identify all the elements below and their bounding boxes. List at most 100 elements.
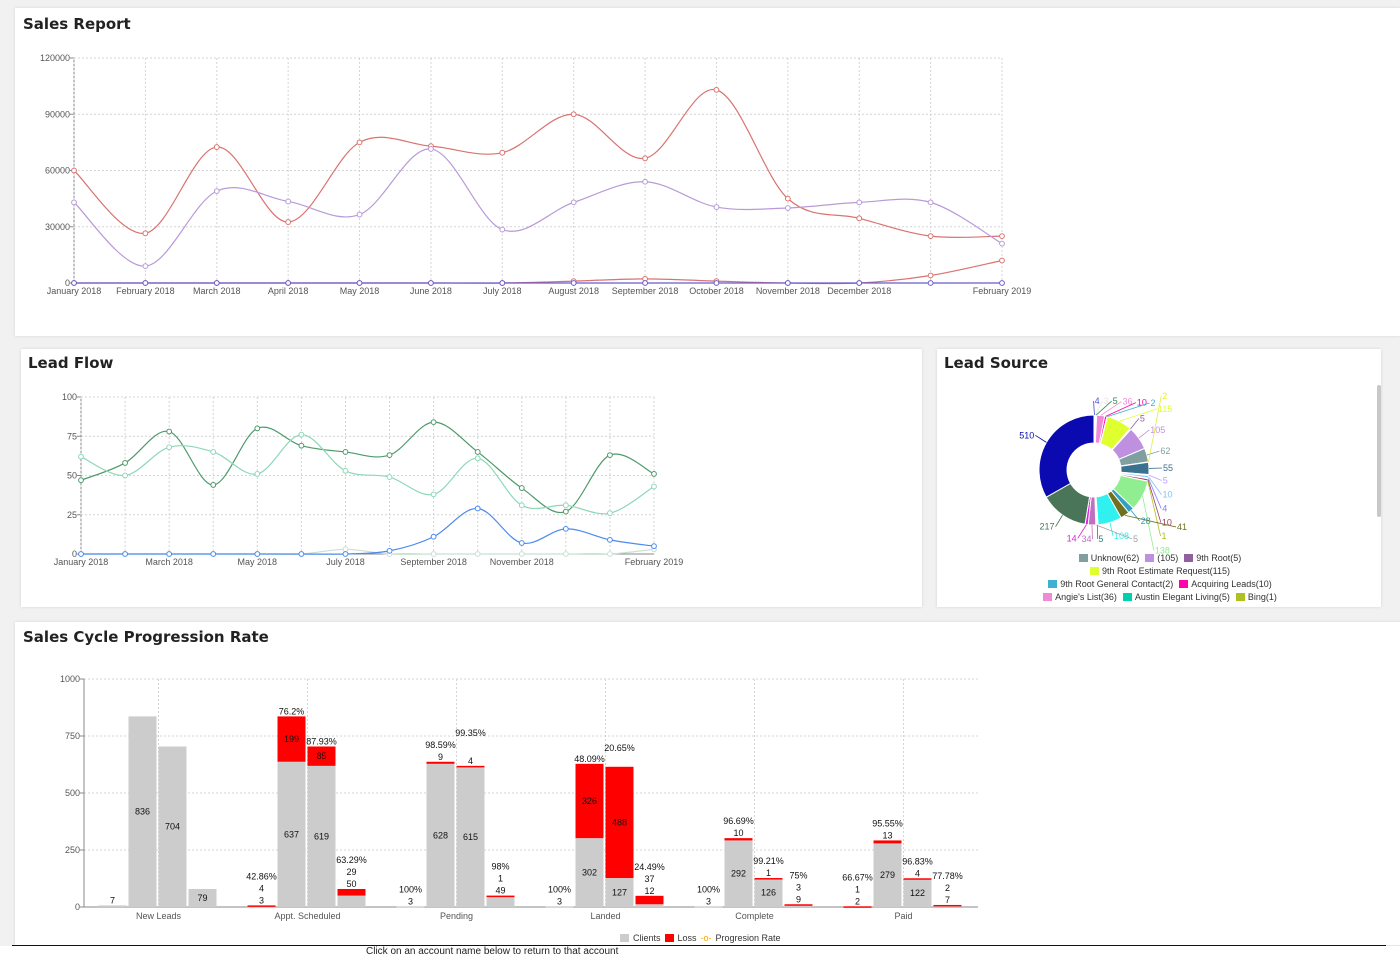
data-point (499, 280, 506, 286)
loss-bar (903, 878, 932, 880)
y-tick-label: 30000 (45, 222, 70, 232)
data-point (499, 149, 506, 156)
legend-label: Austin Elegant Living(5) (1134, 591, 1230, 602)
rate-line-icon: -o- (700, 933, 712, 943)
data-point (474, 551, 481, 557)
y-tick-label: 1000 (60, 674, 80, 684)
legend-loss[interactable]: Loss (677, 933, 697, 943)
x-tick-label: Appt. Scheduled (274, 911, 340, 921)
data-point (562, 525, 569, 532)
data-point (142, 230, 149, 237)
loss-bar (635, 895, 664, 905)
slice-leader (1035, 434, 1047, 443)
rate-label: 75% (789, 870, 807, 880)
x-tick-label: April 2018 (268, 286, 309, 296)
legend-rate[interactable]: Progresion Rate (715, 933, 781, 943)
loss-bar (307, 746, 336, 766)
slice-leader (1138, 429, 1150, 439)
clients-value: 836 (135, 807, 150, 817)
sales-cycle-panel (15, 622, 1400, 945)
clients-bar (158, 746, 187, 907)
loss-bar (843, 906, 872, 908)
legend-item[interactable]: (105) (1145, 553, 1178, 563)
slice-leader (1148, 476, 1162, 495)
slice-leader (1148, 474, 1162, 481)
slice-leader (1093, 400, 1095, 416)
legend-item[interactable]: Unknow(62) (1078, 553, 1139, 563)
loss-value: 29 (346, 867, 356, 877)
data-point (166, 444, 173, 451)
data-point (570, 111, 577, 118)
clients-value: 3 (408, 896, 413, 906)
data-point (518, 502, 525, 509)
loss-value: 1 (766, 868, 771, 878)
legend-item[interactable]: 9th Root Estimate Request(115) (1090, 566, 1230, 576)
series-line (81, 507, 655, 555)
legend-item[interactable]: Austin Elegant Living(5) (1122, 591, 1230, 602)
series-line (80, 434, 655, 515)
loss-value: 10 (733, 828, 743, 838)
slice-leader (1077, 524, 1087, 539)
rate-label: 100% (548, 884, 571, 894)
clients-value: 3 (259, 895, 264, 905)
data-point (999, 280, 1005, 286)
legend-clients[interactable]: Clients (633, 933, 661, 943)
slice-label: 5 (1113, 396, 1118, 406)
x-tick-label: Paid (894, 911, 912, 921)
clients-value: 3 (557, 896, 562, 906)
slice-leader (1096, 524, 1133, 540)
slice-leader (1147, 481, 1161, 537)
legend-swatch (1179, 579, 1189, 588)
legend-item[interactable]: Angie's List(36) (1043, 592, 1117, 602)
slice-leader (1109, 522, 1114, 537)
slice-label: 138 (1155, 545, 1170, 555)
slice-label: 105 (1150, 425, 1165, 435)
y-tick-label: 25 (67, 510, 77, 520)
legend-swatch (1043, 592, 1053, 601)
clients-bar (754, 878, 783, 907)
y-tick-label: 100 (62, 392, 77, 402)
loss-value: 488 (612, 817, 627, 827)
footer: Click on an account name below to return… (0, 946, 1400, 963)
loss-value: 1 (498, 874, 503, 884)
slice-leader (1130, 510, 1140, 522)
data-point (71, 199, 77, 206)
lead-source-title: Lead Source (944, 354, 1049, 372)
loss-swatch (664, 934, 674, 942)
data-point (607, 510, 613, 517)
series-line (73, 148, 1003, 267)
clients-value: 2 (855, 896, 860, 906)
rate-label: 98.59% (425, 740, 456, 750)
rate-label: 99.35% (455, 728, 486, 738)
clients-bar (575, 838, 604, 907)
data-point (999, 240, 1005, 247)
rate-label: 76.2% (279, 706, 305, 716)
slice-label: 5 (1133, 534, 1138, 544)
sales-cycle-legend: Clients Loss -o- Progresion Rate (620, 933, 781, 943)
lead-source-scrollbar[interactable] (1377, 385, 1381, 517)
clients-bar (724, 840, 753, 907)
legend-item[interactable]: Acquiring Leads(10) (1179, 579, 1272, 589)
data-point (642, 155, 648, 162)
clients-value: 9 (796, 894, 801, 904)
data-point (430, 419, 437, 426)
legend-item[interactable]: 9th Root(5) (1184, 553, 1241, 563)
data-point (386, 474, 393, 480)
x-tick-label: February 2018 (116, 286, 175, 296)
data-point (562, 508, 569, 515)
data-point (166, 551, 173, 557)
rate-label: 96.69% (723, 816, 754, 826)
rate-label: 20.65% (604, 743, 635, 753)
data-point (78, 551, 84, 557)
loss-bar (605, 766, 634, 879)
legend-item[interactable]: 9th Root General Contact(2) (1048, 579, 1173, 589)
clients-value: 79 (197, 893, 207, 903)
legend-item[interactable]: Bing(1) (1235, 591, 1277, 602)
y-tick-label: 750 (65, 731, 80, 741)
clients-value: 637 (284, 829, 299, 839)
y-tick-label: 0 (65, 278, 70, 288)
y-tick-label: 50 (67, 471, 77, 481)
legend-label: Bing(1) (1247, 591, 1277, 602)
x-tick-label: January 2018 (47, 286, 102, 296)
slice-label: 36 (1122, 397, 1132, 407)
